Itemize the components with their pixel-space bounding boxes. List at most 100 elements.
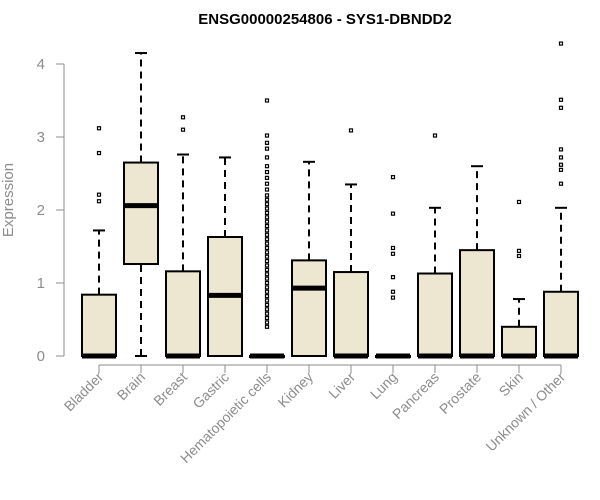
outlier-point [516, 199, 522, 205]
outlier-point [264, 215, 270, 220]
outlier-point [264, 187, 270, 192]
outlier-point [264, 302, 270, 307]
outlier-point [264, 280, 270, 286]
outlier-point [264, 197, 270, 202]
outlier-point [264, 298, 270, 303]
outlier-point [264, 294, 270, 299]
y-tick-label: 2 [37, 202, 45, 219]
box [333, 271, 369, 357]
box-group [375, 175, 411, 359]
outlier-point [264, 232, 270, 237]
outlier-point [264, 237, 270, 242]
outlier-point [390, 251, 396, 256]
outlier-point [558, 41, 564, 46]
outlier-point [264, 307, 270, 312]
outlier-point [264, 175, 270, 180]
outlier-point [264, 164, 270, 169]
outlier-point [390, 175, 396, 180]
chart-title: ENSG00000254806 - SYS1-DBNDD2 [198, 11, 451, 28]
box [81, 293, 117, 357]
box [543, 290, 579, 358]
outlier-point [264, 263, 270, 268]
outlier-point [264, 289, 270, 294]
box-group [543, 41, 579, 359]
box-group [165, 115, 201, 359]
box-group [207, 156, 243, 357]
outlier-point [390, 289, 396, 294]
outlier-point [264, 133, 270, 138]
x-category-label: Pancreas [389, 369, 442, 422]
boxes-layer [81, 41, 579, 359]
y-tick-label: 3 [37, 129, 45, 146]
y-tick-label: 4 [37, 56, 45, 73]
outlier-point [264, 202, 270, 207]
box-group [81, 126, 117, 359]
outlier-point [264, 181, 270, 186]
outlier-point [264, 193, 270, 198]
outlier-point [264, 324, 270, 329]
outlier-point [264, 223, 270, 229]
box [501, 325, 537, 357]
outlier-point [558, 162, 564, 167]
outlier-point [264, 146, 270, 151]
outlier-point [558, 97, 564, 102]
outlier-point [264, 267, 270, 272]
outlier-point [390, 245, 396, 251]
outlier-point [96, 192, 102, 197]
box-group [417, 133, 453, 359]
outlier-point [264, 98, 270, 103]
outlier-point [264, 311, 270, 316]
outlier-point [180, 127, 186, 132]
box [459, 249, 495, 357]
outlier-point [264, 259, 270, 264]
box-group [123, 52, 159, 357]
outlier-point [558, 105, 564, 110]
y-tick-label: 1 [37, 275, 45, 292]
outlier-point [516, 248, 522, 253]
box-group [501, 199, 537, 359]
x-category-label: Kidney [275, 369, 317, 411]
box-group [333, 128, 369, 359]
outlier-point [264, 320, 270, 325]
outlier-point [96, 150, 102, 156]
outlier-point [180, 115, 186, 120]
x-category-label: Liver [325, 369, 358, 402]
outlier-point [264, 228, 270, 233]
outlier-point [558, 155, 564, 160]
outlier-point [264, 315, 270, 321]
outlier-point [516, 253, 522, 259]
y-tick-label: 0 [37, 348, 45, 365]
x-category-label: Brain [114, 369, 148, 403]
box [165, 270, 201, 358]
x-category-label: Lung [367, 369, 400, 402]
outlier-point [264, 169, 270, 175]
outlier-point [390, 275, 396, 280]
outlier-point [348, 128, 354, 133]
box [291, 259, 327, 357]
outlier-point [264, 155, 270, 160]
outlier-point [264, 140, 270, 145]
outlier-point [264, 276, 270, 281]
outlier-point [264, 272, 270, 277]
outlier-point [264, 219, 270, 224]
outlier-point [558, 147, 564, 152]
box-group [249, 98, 285, 359]
x-category-label: Prostate [436, 369, 484, 417]
outlier-point [264, 245, 270, 251]
x-category-label: Breast [150, 369, 190, 409]
x-category-label: Bladder [61, 369, 107, 415]
box-group [291, 160, 327, 357]
outlier-point [264, 250, 270, 255]
outlier-point [264, 241, 270, 246]
outlier-point [432, 133, 438, 138]
y-axis-label: Expression [0, 163, 17, 237]
outlier-point [264, 254, 270, 259]
outlier-point [558, 181, 564, 186]
box [417, 272, 453, 358]
outlier-point [390, 211, 396, 216]
outlier-point [96, 126, 102, 131]
box [123, 161, 159, 266]
outlier-point [558, 167, 564, 172]
